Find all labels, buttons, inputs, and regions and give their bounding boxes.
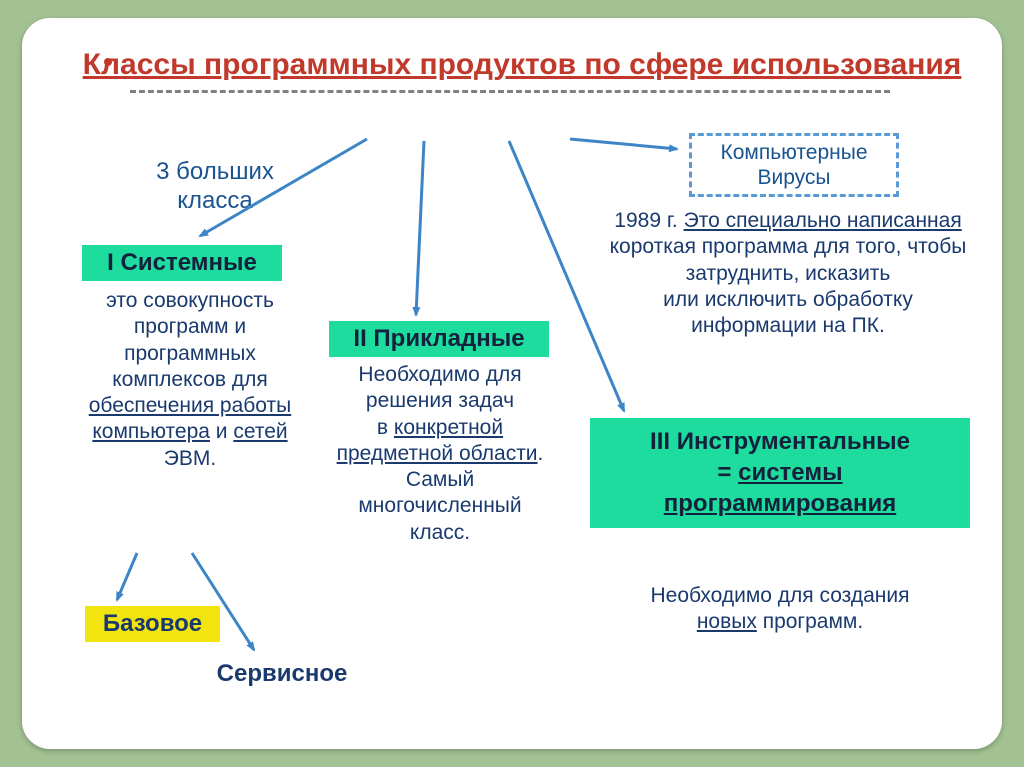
- node-tools-underline: системы программирования: [664, 459, 896, 517]
- slide-title: Классы программных продуктов по сфере ис…: [82, 46, 962, 84]
- virus-line2: Вирусы: [757, 166, 830, 189]
- t: программ.: [757, 610, 863, 633]
- u: Это специально написанная: [684, 209, 962, 232]
- t: короткая программа для того, чтобы затру…: [610, 235, 967, 284]
- t: Необходимо для создания: [651, 584, 910, 607]
- u: сетей: [233, 420, 287, 443]
- desc-virus: 1989 г. Это специально написанная коротк…: [598, 208, 978, 339]
- slide: Классы программных продуктов по сфере ис…: [22, 18, 1002, 749]
- subtitle: 3 больших класса: [130, 158, 300, 216]
- u: новых: [697, 610, 757, 633]
- virus-line1: Компьютерные: [720, 141, 867, 164]
- node-tools-line1: III Инструментальные: [650, 428, 910, 455]
- title-dash: [130, 90, 890, 93]
- t: .: [538, 442, 544, 465]
- t: Необходимо для решения задач: [358, 363, 521, 412]
- node-base: Базовое: [85, 606, 220, 642]
- desc-applied: Необходимо для решения задач в конкретно…: [326, 362, 554, 546]
- t: это совокупность программ и программных …: [106, 289, 274, 391]
- u: конкретной предметной области: [337, 416, 538, 465]
- t: и: [210, 420, 233, 443]
- t: Самый многочисленный класс.: [358, 468, 521, 544]
- node-tools-prefix: =: [717, 459, 738, 486]
- node-tools: III Инструментальные = системы программи…: [590, 418, 970, 528]
- node-service: Сервисное: [197, 656, 367, 692]
- t: или исключить обработку информации на ПК…: [663, 288, 913, 337]
- desc-system: это совокупность программ и программных …: [70, 288, 310, 472]
- desc-tools: Необходимо для создания новых программ.: [630, 583, 930, 636]
- node-system: I Системные: [82, 245, 282, 281]
- t: в: [377, 416, 394, 439]
- t: ЭВМ.: [164, 447, 216, 470]
- node-applied: II Прикладные: [329, 321, 549, 357]
- t: 1989 г.: [614, 209, 683, 232]
- node-virus: Компьютерные Вирусы: [689, 133, 899, 197]
